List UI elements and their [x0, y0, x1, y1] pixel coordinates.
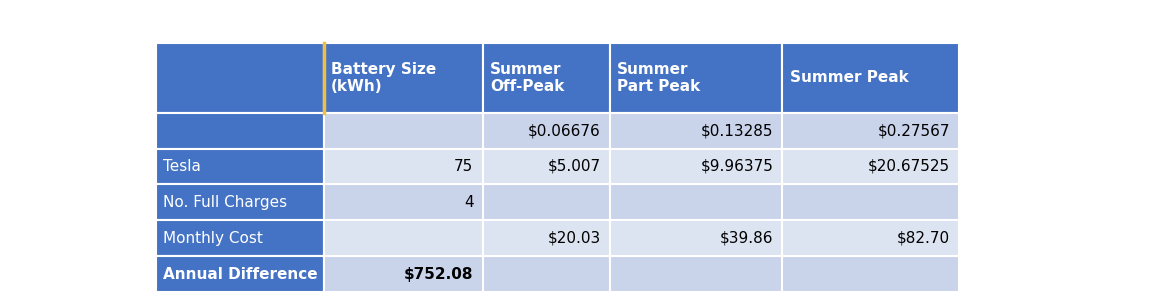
Text: $39.86: $39.86 [720, 231, 774, 246]
Bar [156, 43, 323, 113]
Bar [609, 256, 783, 292]
Text: Battery Size
(kWh): Battery Size (kWh) [331, 62, 436, 94]
Bar [156, 148, 323, 185]
Bar [483, 256, 609, 292]
Text: $9.96375: $9.96375 [701, 159, 774, 174]
Text: Annual Difference: Annual Difference [163, 267, 318, 282]
Bar [483, 43, 609, 113]
Bar [783, 220, 960, 256]
Bar [156, 256, 323, 292]
Bar [483, 113, 609, 148]
Text: $752.08: $752.08 [404, 267, 473, 282]
Bar [323, 43, 483, 113]
Bar [783, 113, 960, 148]
Text: $20.67525: $20.67525 [868, 159, 950, 174]
Text: Summer Peak: Summer Peak [790, 70, 908, 85]
Bar [156, 113, 323, 148]
Text: No. Full Charges: No. Full Charges [163, 195, 287, 210]
Bar [483, 185, 609, 220]
Text: Summer
Off-Peak: Summer Off-Peak [490, 62, 564, 94]
Text: $5.007: $5.007 [547, 159, 600, 174]
Bar [609, 43, 783, 113]
Bar [609, 220, 783, 256]
Bar [156, 220, 323, 256]
Text: $82.70: $82.70 [898, 231, 950, 246]
Text: $0.06676: $0.06676 [527, 123, 600, 138]
Bar [609, 185, 783, 220]
Text: 4: 4 [464, 195, 473, 210]
Text: $0.13285: $0.13285 [701, 123, 774, 138]
Text: Monthly Cost: Monthly Cost [163, 231, 263, 246]
Text: 75: 75 [455, 159, 473, 174]
Bar [483, 148, 609, 185]
Bar [609, 113, 783, 148]
Bar [783, 185, 960, 220]
Text: Tesla: Tesla [163, 159, 200, 174]
Bar [156, 185, 323, 220]
Bar [609, 148, 783, 185]
Text: $0.27567: $0.27567 [878, 123, 950, 138]
Bar [783, 43, 960, 113]
Bar [323, 220, 483, 256]
Bar [323, 256, 483, 292]
Bar [483, 220, 609, 256]
Text: Summer
Part Peak: Summer Part Peak [616, 62, 700, 94]
Bar [323, 185, 483, 220]
Bar [783, 256, 960, 292]
Bar [323, 148, 483, 185]
Text: $20.03: $20.03 [547, 231, 600, 246]
Bar [323, 113, 483, 148]
Bar [783, 148, 960, 185]
